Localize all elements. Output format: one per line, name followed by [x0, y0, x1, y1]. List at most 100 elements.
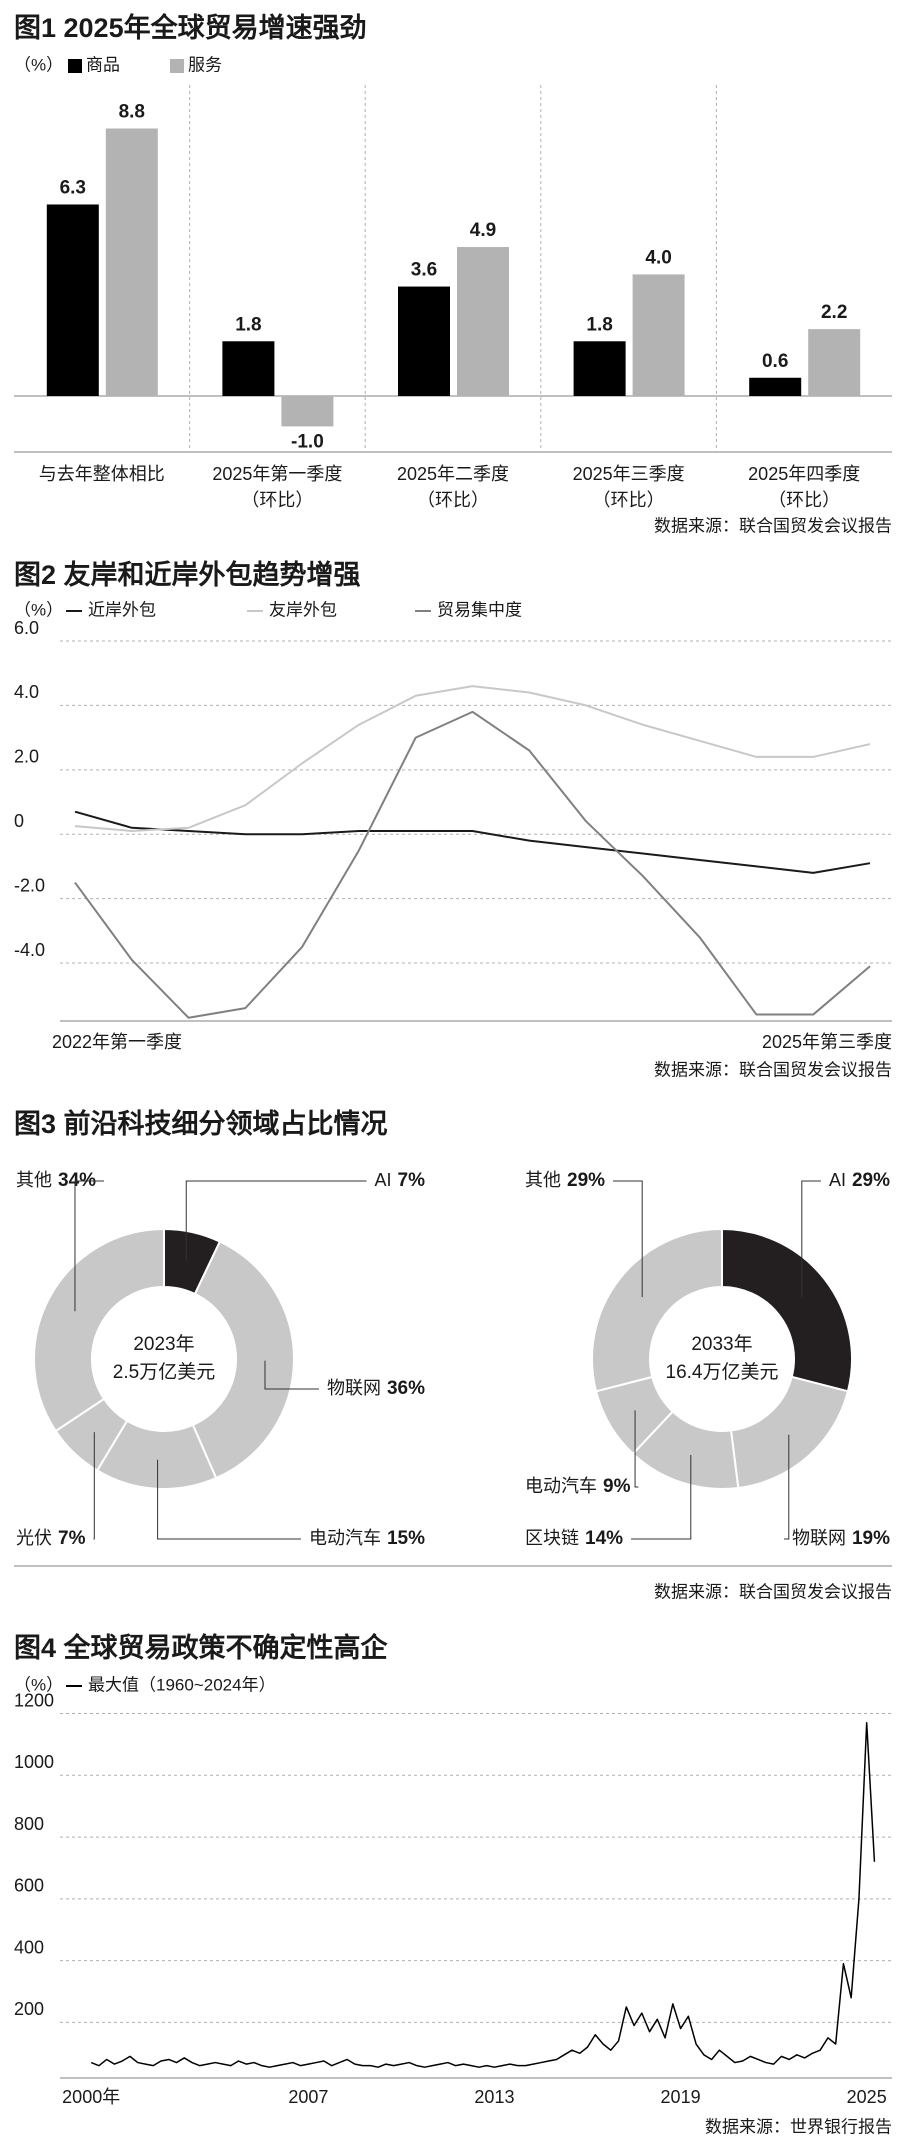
leader-line: [801, 1180, 821, 1298]
leader-line: [634, 1410, 639, 1488]
donut-slice: [729, 1375, 850, 1490]
value-label: 4.0: [645, 247, 671, 268]
x-tick-label: （环比）: [593, 490, 665, 510]
value-label: 2.2: [821, 302, 847, 323]
slice-value: 29%: [852, 1170, 890, 1191]
y-tick-label: 4.0: [14, 682, 39, 702]
bar: [749, 377, 802, 396]
bar: [222, 341, 275, 396]
value-label: -1.0: [291, 431, 324, 452]
slice-label: AI: [829, 1170, 846, 1190]
legend-label: 贸易集中度: [437, 600, 522, 619]
slice-label: 电动汽车: [525, 1476, 597, 1496]
bar: [46, 204, 99, 396]
slice-value: 19%: [852, 1528, 890, 1549]
legend-swatch: [170, 59, 184, 73]
series-line: [74, 810, 871, 874]
chart-title: 图3 前沿科技细分领域占比情况: [14, 1108, 388, 1139]
donut-slice: [33, 1227, 165, 1433]
leader-line: [74, 1180, 105, 1312]
value-label: 1.8: [235, 314, 261, 335]
donut-slice: [191, 1240, 295, 1480]
leader-line: [613, 1180, 643, 1298]
value-label: 8.8: [119, 101, 145, 122]
slice-value: 36%: [387, 1378, 425, 1399]
value-label: 1.8: [586, 314, 612, 335]
bar: [398, 286, 450, 396]
bar: [281, 396, 334, 427]
center-label: 2033年: [691, 1333, 752, 1355]
slice-label: 物联网: [792, 1528, 846, 1548]
x-tick-label: 2000年: [62, 2087, 120, 2107]
slice-label: 区块链: [525, 1528, 579, 1548]
slice-label: 电动汽车: [309, 1528, 381, 1548]
center-label: 2023年: [133, 1333, 194, 1355]
bar: [105, 128, 158, 397]
legend-unit: （%）: [14, 55, 63, 74]
bar: [457, 247, 509, 396]
slice-value: 29%: [567, 1170, 605, 1191]
y-tick-label: 1200: [14, 1690, 54, 1710]
y-tick-label: 0: [14, 811, 24, 831]
slice-value: 14%: [585, 1528, 623, 1549]
center-label: 2.5万亿美元: [113, 1361, 215, 1383]
y-tick-label: 200: [14, 1999, 44, 2019]
slice-label: 物联网: [327, 1378, 381, 1398]
bar: [573, 341, 626, 396]
legend-swatch: [68, 59, 82, 73]
leader-line: [93, 1432, 95, 1540]
donut-slice: [721, 1227, 853, 1393]
x-tick-label: （环比）: [417, 490, 489, 510]
leader-line: [783, 1434, 790, 1540]
legend-unit: （%）: [14, 1675, 63, 1694]
y-tick-label: -4.0: [14, 940, 45, 960]
legend-label: 近岸外包: [88, 600, 156, 619]
slice-value: 7%: [58, 1528, 86, 1549]
y-tick-label: 2.0: [14, 747, 39, 767]
y-tick-label: -2.0: [14, 875, 45, 895]
legend-label: 友岸外包: [269, 600, 337, 619]
x-tick-label: 2025年三季度: [573, 464, 685, 484]
bar: [808, 329, 861, 396]
slice-value: 7%: [398, 1170, 426, 1191]
y-tick-label: 400: [14, 1937, 44, 1957]
x-tick-label: 2007: [288, 2087, 328, 2107]
donut-slice: [591, 1227, 723, 1393]
source-note: 数据来源：联合国贸发会议报告: [654, 1582, 892, 1601]
x-tick-label: 2025年第一季度: [212, 464, 342, 484]
x-tick-label: 2025: [847, 2087, 887, 2107]
slice-value: 9%: [603, 1476, 631, 1497]
value-label: 6.3: [60, 177, 86, 198]
y-tick-label: 600: [14, 1876, 44, 1896]
center-label: 16.4万亿美元: [666, 1361, 779, 1383]
x-tick-label: 与去年整体相比: [39, 464, 165, 484]
source-note: 数据来源：联合国贸发会议报告: [654, 1060, 892, 1079]
series-line: [74, 710, 871, 1019]
value-label: 4.9: [470, 220, 496, 241]
bar: [632, 274, 685, 396]
legend-label: 最大值（1960~2024年）: [88, 1675, 276, 1694]
slice-label: 其他: [525, 1170, 561, 1190]
leader-line: [631, 1455, 692, 1540]
legend-label: 商品: [86, 55, 120, 74]
x-tick-label: 2025年四季度: [748, 464, 860, 484]
series-line: [90, 1722, 876, 2068]
slice-value: 15%: [387, 1528, 425, 1549]
y-tick-label: 1000: [14, 1752, 54, 1772]
y-tick-label: 6.0: [14, 618, 39, 638]
slice-label: 其他: [16, 1170, 52, 1190]
chart-title: 图1 2025年全球贸易增速强劲: [14, 12, 367, 43]
chart-title: 图2 友岸和近岸外包趋势增强: [14, 559, 361, 590]
x-tick-label: 2025年第三季度: [762, 1032, 892, 1052]
source-note: 数据来源：联合国贸发会议报告: [654, 516, 892, 535]
x-tick-label: 2025年二季度: [397, 464, 509, 484]
y-tick-label: 800: [14, 1814, 44, 1834]
x-tick-label: 2019: [661, 2087, 701, 2107]
legend-unit: （%）: [14, 600, 63, 619]
value-label: 3.6: [411, 260, 437, 281]
source-note: 数据来源：世界银行报告: [705, 2117, 892, 2136]
leader-line: [264, 1360, 319, 1390]
x-tick-label: （环比）: [768, 490, 840, 510]
